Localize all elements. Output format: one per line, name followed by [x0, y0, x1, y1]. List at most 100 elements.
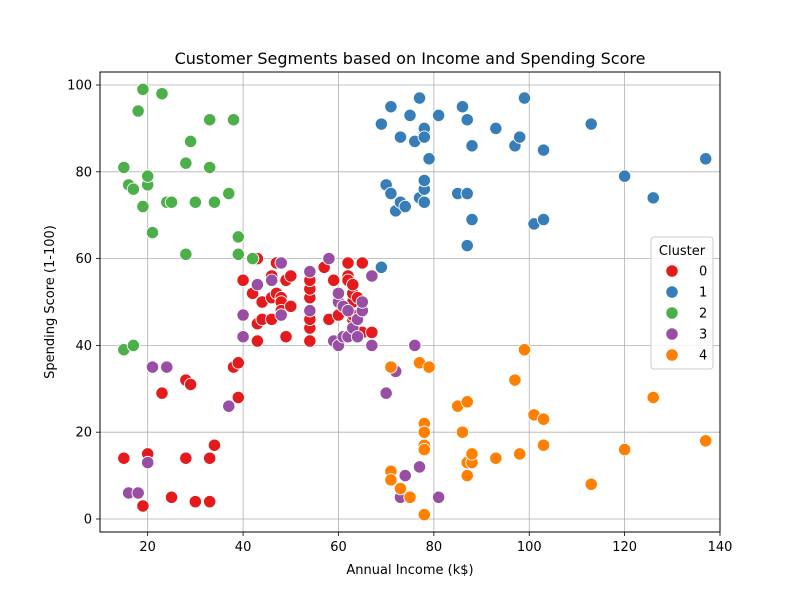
data-point-cluster-0: [231, 390, 245, 405]
data-point-cluster-4: [417, 507, 431, 522]
data-point-cluster-2: [136, 199, 150, 214]
y-tick-label: 0: [84, 512, 92, 527]
y-tick-label: 60: [75, 252, 92, 267]
data-point-cluster-3: [250, 277, 265, 292]
data-point-cluster-3: [379, 386, 393, 400]
data-point-cluster-0: [203, 451, 217, 465]
data-point-cluster-2: [179, 156, 193, 170]
data-point-cluster-2: [131, 104, 145, 118]
data-point-cluster-4: [417, 425, 431, 439]
y-tick-label: 100: [67, 79, 92, 94]
legend-label-3: 3: [699, 328, 707, 343]
plot-frame: [99, 71, 721, 533]
data-point-cluster-0: [183, 377, 198, 392]
data-point-cluster-3: [131, 486, 145, 500]
data-point-cluster-0: [250, 334, 265, 348]
data-point-cluster-3: [408, 338, 422, 353]
data-point-cluster-0: [365, 325, 379, 340]
data-point-cluster-0: [284, 269, 298, 283]
data-point-cluster-2: [203, 160, 217, 175]
data-point-cluster-4: [508, 373, 522, 387]
chart-title: Customer Segments based on Income and Sp…: [175, 49, 646, 68]
x-tick-label: 20: [139, 540, 156, 555]
legend-marker-4: [665, 348, 679, 362]
data-point-cluster-2: [226, 113, 241, 127]
data-point-cluster-0: [355, 256, 369, 270]
data-point-cluster-1: [384, 186, 398, 201]
data-point-cluster-4: [422, 360, 436, 374]
y-tick-label: 80: [75, 165, 92, 180]
data-point-cluster-1: [465, 139, 479, 153]
data-point-cluster-2: [231, 247, 245, 261]
data-point-cluster-0: [236, 273, 250, 287]
data-point-cluster-2: [136, 82, 150, 97]
data-point-cluster-4: [465, 447, 479, 461]
grid-lines: [100, 72, 721, 532]
x-tick-label: 40: [235, 540, 252, 555]
legend-label-0: 0: [699, 265, 707, 280]
data-point-cluster-4: [646, 390, 660, 405]
data-point-cluster-4: [455, 425, 470, 439]
data-point-cluster-3: [398, 468, 412, 483]
x-tick-label: 60: [330, 540, 347, 555]
data-point-cluster-3: [236, 308, 250, 322]
legend: Cluster 0 1 2 3 4: [650, 236, 714, 370]
data-point-cluster-2: [231, 230, 245, 244]
data-point-cluster-2: [117, 160, 131, 175]
y-tick-label: 40: [75, 339, 92, 354]
x-axis-title: Annual Income (k$): [346, 563, 473, 578]
data-point-cluster-0: [188, 494, 203, 509]
y-tick-label: 20: [75, 426, 92, 441]
data-point-cluster-3: [222, 399, 236, 413]
data-point-cluster-1: [431, 108, 446, 123]
data-point-cluster-1: [460, 238, 474, 253]
data-point-cluster-2: [145, 225, 160, 240]
data-point-cluster-3: [431, 490, 446, 504]
data-point-cluster-0: [203, 494, 217, 509]
data-point-cluster-0: [207, 438, 222, 452]
data-point-cluster-4: [699, 434, 713, 448]
data-point-cluster-2: [183, 134, 198, 149]
data-point-cluster-1: [403, 108, 417, 123]
data-point-cluster-3: [274, 308, 288, 322]
y-axis-title: Spending Score (1-100): [43, 225, 58, 379]
data-point-cluster-0: [346, 277, 360, 292]
data-point-cluster-3: [236, 330, 250, 344]
data-point-cluster-0: [164, 490, 179, 504]
data-point-cluster-1: [517, 91, 532, 105]
legend-label-4: 4: [699, 349, 707, 364]
data-point-cluster-1: [513, 130, 527, 144]
data-point-cluster-1: [374, 117, 389, 131]
data-point-cluster-3: [265, 273, 279, 287]
data-point-cluster-3: [303, 304, 317, 318]
data-point-cluster-2: [141, 169, 155, 183]
data-point-cluster-1: [536, 143, 551, 157]
data-point-cluster-2: [203, 113, 217, 127]
data-point-cluster-1: [374, 260, 389, 274]
data-point-cluster-1: [412, 91, 427, 105]
data-point-cluster-0: [284, 299, 298, 313]
data-point-cluster-4: [384, 360, 398, 374]
legend-marker-0: [665, 264, 679, 278]
legend-marker-1: [665, 285, 679, 299]
data-point-cluster-4: [384, 473, 398, 487]
data-point-cluster-2: [222, 186, 236, 201]
data-point-cluster-3: [274, 256, 288, 270]
data-point-cluster-3: [160, 360, 174, 374]
data-point-cluster-3: [331, 286, 346, 300]
data-point-cluster-3: [303, 264, 317, 279]
data-point-cluster-1: [460, 113, 474, 127]
data-point-cluster-1: [417, 130, 431, 144]
data-point-cluster-1: [646, 191, 660, 205]
data-point-cluster-4: [617, 442, 632, 457]
data-point-cluster-1: [489, 121, 503, 136]
x-tick-label: 140: [708, 540, 733, 555]
data-point-cluster-2: [179, 247, 193, 261]
x-tick-label: 120: [612, 540, 637, 555]
legend-marker-2: [665, 306, 679, 320]
data-point-cluster-1: [417, 195, 431, 209]
data-point-cluster-1: [460, 186, 474, 201]
